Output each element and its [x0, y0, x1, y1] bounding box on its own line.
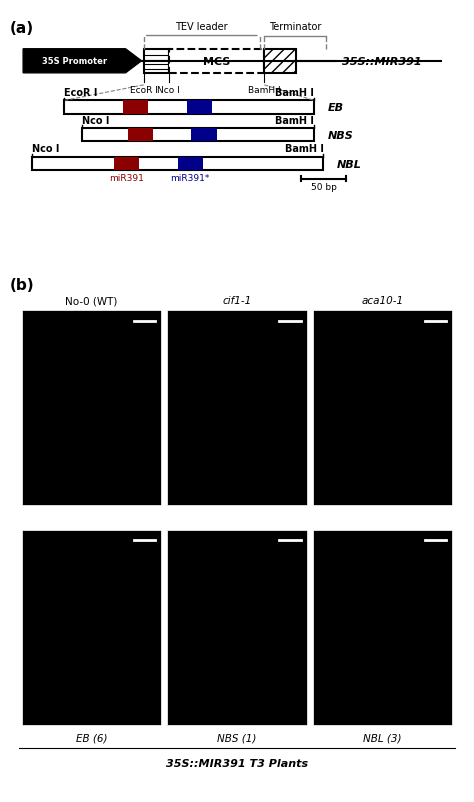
Text: No-0 (WT): No-0 (WT) — [65, 296, 118, 306]
Text: EcoR I: EcoR I — [64, 87, 98, 98]
Text: EB: EB — [328, 103, 344, 113]
Bar — [144, 50, 169, 74]
Bar — [187, 101, 212, 115]
Text: BamH I: BamH I — [284, 144, 323, 154]
Polygon shape — [23, 50, 141, 74]
Bar — [128, 129, 153, 142]
Text: BamH I: BamH I — [275, 115, 314, 125]
Text: NBL (3): NBL (3) — [364, 732, 402, 743]
Text: miR391*: miR391* — [171, 173, 210, 183]
Bar — [313, 531, 452, 725]
Bar — [123, 101, 148, 115]
Text: aca10-1: aca10-1 — [362, 296, 404, 306]
Text: Nco I: Nco I — [82, 115, 109, 125]
Bar — [22, 531, 161, 725]
Text: NBS (1): NBS (1) — [217, 732, 257, 743]
Bar — [169, 50, 264, 74]
Text: 50 bp: 50 bp — [310, 183, 337, 192]
Bar — [178, 158, 203, 171]
Text: miR391: miR391 — [109, 173, 144, 183]
Text: NBS: NBS — [328, 131, 354, 140]
Text: 35S Promoter: 35S Promoter — [42, 57, 107, 67]
Text: Nco I: Nco I — [32, 144, 60, 154]
Text: BamH I: BamH I — [248, 86, 281, 95]
Bar — [167, 311, 307, 505]
Bar — [264, 50, 296, 74]
Text: (a): (a) — [9, 21, 34, 36]
Bar — [191, 129, 217, 142]
Bar — [167, 531, 307, 725]
Bar — [22, 311, 161, 505]
Bar — [114, 158, 139, 171]
Text: MCS: MCS — [203, 57, 230, 67]
Text: BamH I: BamH I — [275, 87, 314, 98]
Text: TEV leader: TEV leader — [175, 22, 228, 31]
Bar — [64, 101, 314, 115]
Text: Terminator: Terminator — [269, 22, 321, 31]
Bar — [313, 311, 452, 505]
Text: Nco I: Nco I — [157, 86, 180, 95]
Text: cif1-1: cif1-1 — [222, 296, 252, 306]
Text: EcoR I: EcoR I — [130, 86, 158, 95]
Text: (b): (b) — [9, 277, 34, 293]
Text: 35S::MIR391 T3 Plants: 35S::MIR391 T3 Plants — [166, 758, 308, 768]
Bar — [32, 158, 323, 171]
Text: 35S::MIR391: 35S::MIR391 — [342, 57, 421, 67]
Text: NBL: NBL — [337, 160, 362, 169]
Text: EB (6): EB (6) — [76, 732, 107, 743]
Bar — [82, 129, 314, 142]
